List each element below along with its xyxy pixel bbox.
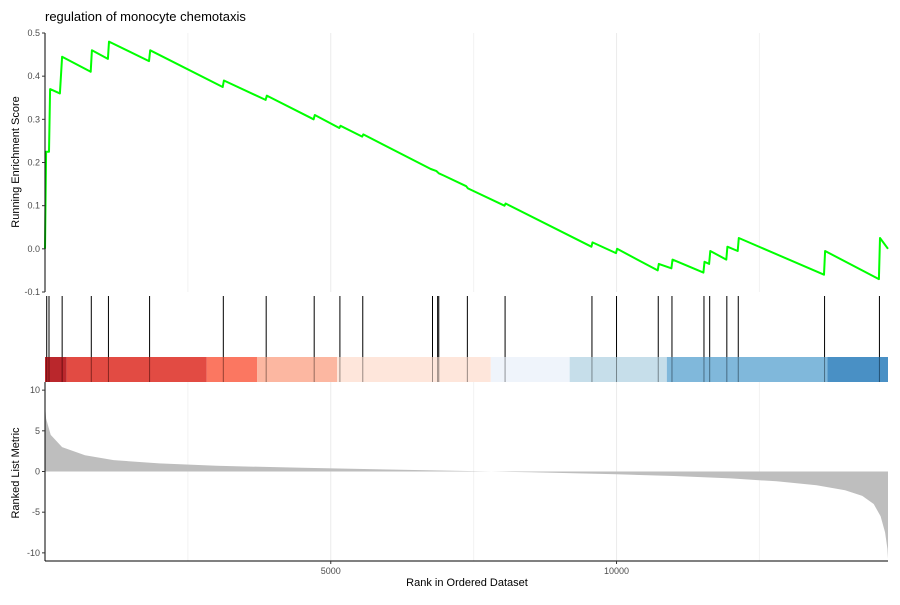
es-y-tick-label: 0.4 bbox=[27, 71, 40, 81]
es-y-tick-label: 0.0 bbox=[27, 244, 40, 254]
rank-color-band bbox=[827, 357, 888, 382]
metric-panel bbox=[45, 404, 888, 559]
rank-color-band bbox=[257, 357, 338, 382]
grid-layer bbox=[187, 33, 760, 561]
es-y-tick-label: 0.1 bbox=[27, 201, 40, 211]
metric-y-tick-label: 10 bbox=[30, 385, 40, 395]
rank-color-band bbox=[569, 357, 667, 382]
es-y-tick-label: 0.2 bbox=[27, 158, 40, 168]
enrichment-score-line bbox=[44, 40, 889, 281]
es-panel bbox=[44, 40, 889, 281]
metric-y-axis-title: Ranked List Metric bbox=[10, 427, 22, 519]
chart-title: regulation of monocyte chemotaxis bbox=[45, 9, 246, 24]
x-tick-label: 5000 bbox=[321, 566, 341, 576]
rank-color-band bbox=[337, 357, 491, 382]
ranked-metric-area bbox=[45, 404, 888, 559]
metric-y-tick-label: 5 bbox=[35, 426, 40, 436]
es-y-tick-label: 0.3 bbox=[27, 114, 40, 124]
rank-color-band bbox=[66, 357, 207, 382]
rank-color-band bbox=[45, 357, 67, 382]
metric-y-tick-label: -5 bbox=[32, 507, 40, 517]
metric-y-tick-label: 0 bbox=[35, 467, 40, 477]
rank-color-band bbox=[666, 357, 828, 382]
es-y-axis-title: Running Enrichment Score bbox=[10, 96, 22, 227]
es-y-tick-label: -0.1 bbox=[24, 287, 40, 297]
rank-color-band bbox=[490, 357, 570, 382]
metric-y-tick-label: -10 bbox=[27, 548, 40, 558]
es-y-tick-label: 0.5 bbox=[27, 28, 40, 38]
x-tick-label: 10000 bbox=[604, 566, 629, 576]
rank-color-bar bbox=[45, 357, 888, 382]
x-axis-title: Rank in Ordered Dataset bbox=[406, 577, 528, 589]
axes: -0.1 0.0 0.1 0.2 0.3 0.4 0.5 -10 -5 0 5 10 5000 10000 bbox=[24, 28, 888, 576]
rank-color-band bbox=[206, 357, 258, 382]
